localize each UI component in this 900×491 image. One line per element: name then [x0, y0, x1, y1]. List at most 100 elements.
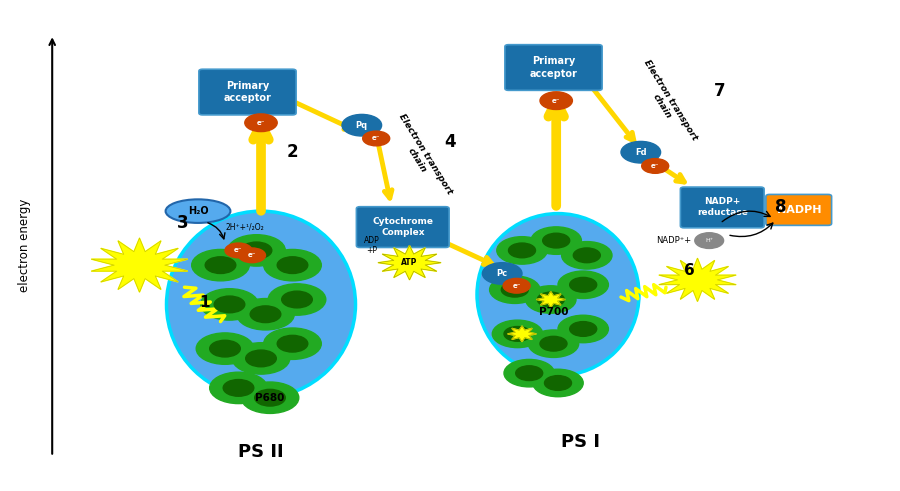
Circle shape	[277, 335, 308, 352]
Polygon shape	[659, 258, 736, 301]
Text: NADP⁺+: NADP⁺+	[655, 236, 691, 245]
Circle shape	[210, 372, 267, 404]
Circle shape	[264, 328, 321, 359]
Circle shape	[246, 350, 276, 367]
Circle shape	[508, 243, 536, 258]
Circle shape	[543, 233, 570, 248]
Text: e⁻: e⁻	[552, 98, 561, 104]
Circle shape	[245, 114, 277, 132]
Text: e⁻: e⁻	[651, 163, 660, 169]
Circle shape	[504, 327, 531, 341]
FancyBboxPatch shape	[680, 187, 764, 228]
Text: 7: 7	[715, 82, 725, 100]
Circle shape	[241, 242, 272, 259]
Polygon shape	[508, 326, 536, 342]
FancyBboxPatch shape	[505, 45, 602, 90]
Ellipse shape	[166, 199, 230, 223]
Text: 4: 4	[445, 134, 455, 151]
Text: 6: 6	[684, 263, 695, 278]
Circle shape	[533, 369, 583, 397]
Ellipse shape	[166, 211, 356, 398]
Text: electron energy: electron energy	[18, 199, 31, 292]
Circle shape	[570, 322, 597, 336]
Text: Fd: Fd	[635, 148, 646, 157]
Circle shape	[570, 277, 597, 292]
Text: P680: P680	[256, 393, 284, 403]
Text: P700: P700	[539, 307, 568, 317]
Circle shape	[540, 336, 567, 351]
Circle shape	[241, 382, 299, 413]
Circle shape	[492, 320, 543, 348]
Circle shape	[192, 249, 249, 281]
Polygon shape	[378, 246, 441, 280]
Circle shape	[342, 114, 382, 136]
Circle shape	[255, 389, 285, 406]
Circle shape	[528, 330, 579, 357]
Text: PS I: PS I	[561, 433, 600, 451]
Text: 3: 3	[176, 214, 188, 232]
Text: 2H⁺+¹/₂O₂: 2H⁺+¹/₂O₂	[225, 222, 264, 231]
Circle shape	[642, 159, 669, 173]
Circle shape	[196, 333, 254, 364]
Text: Pq: Pq	[356, 121, 368, 130]
Circle shape	[501, 282, 528, 297]
Circle shape	[562, 242, 612, 269]
Text: NADP+
reductase: NADP+ reductase	[697, 197, 748, 218]
Circle shape	[503, 278, 530, 293]
Circle shape	[695, 233, 724, 248]
Circle shape	[621, 141, 661, 163]
Circle shape	[282, 291, 312, 308]
Text: Electron transport
chain: Electron transport chain	[388, 112, 454, 202]
Circle shape	[277, 257, 308, 273]
Circle shape	[210, 340, 240, 357]
Text: Primary
acceptor: Primary acceptor	[223, 81, 272, 103]
Text: 8: 8	[775, 198, 786, 217]
Circle shape	[537, 292, 564, 307]
Circle shape	[531, 227, 581, 254]
Circle shape	[558, 315, 608, 343]
FancyBboxPatch shape	[356, 207, 449, 247]
Circle shape	[573, 248, 600, 263]
Circle shape	[268, 284, 326, 315]
Circle shape	[544, 376, 572, 390]
Text: Primary
acceptor: Primary acceptor	[529, 56, 578, 79]
Circle shape	[232, 343, 290, 374]
Text: 1: 1	[200, 295, 211, 310]
Circle shape	[225, 243, 252, 258]
Text: e⁻: e⁻	[256, 120, 266, 126]
Circle shape	[228, 235, 285, 266]
Text: e⁻: e⁻	[248, 252, 256, 258]
Text: Cytochrome
Complex: Cytochrome Complex	[373, 217, 433, 237]
Circle shape	[214, 296, 245, 313]
Circle shape	[264, 249, 321, 281]
Polygon shape	[536, 292, 565, 307]
Circle shape	[490, 276, 540, 303]
Text: 2: 2	[286, 143, 298, 161]
FancyBboxPatch shape	[199, 69, 296, 115]
Circle shape	[201, 289, 258, 320]
Circle shape	[237, 299, 294, 330]
Text: ATP: ATP	[401, 258, 418, 267]
Text: Electron transport
chain: Electron transport chain	[633, 58, 699, 148]
Ellipse shape	[477, 214, 639, 376]
Circle shape	[497, 237, 547, 264]
Text: H₂O: H₂O	[188, 206, 208, 216]
Text: H⁺: H⁺	[706, 238, 713, 243]
Text: NADPH: NADPH	[777, 205, 821, 215]
Circle shape	[526, 286, 576, 313]
Text: e⁻: e⁻	[234, 247, 243, 253]
Circle shape	[516, 366, 543, 381]
Circle shape	[482, 263, 522, 284]
Circle shape	[540, 92, 572, 109]
Circle shape	[558, 271, 608, 299]
Text: Pc: Pc	[497, 269, 508, 278]
Circle shape	[250, 306, 281, 323]
Text: e⁻: e⁻	[512, 283, 521, 289]
Circle shape	[205, 257, 236, 273]
Text: ADP
+P: ADP +P	[364, 236, 380, 255]
FancyBboxPatch shape	[766, 194, 832, 225]
Circle shape	[363, 131, 390, 146]
Text: PS II: PS II	[238, 443, 284, 461]
Circle shape	[238, 248, 266, 263]
Circle shape	[223, 380, 254, 396]
